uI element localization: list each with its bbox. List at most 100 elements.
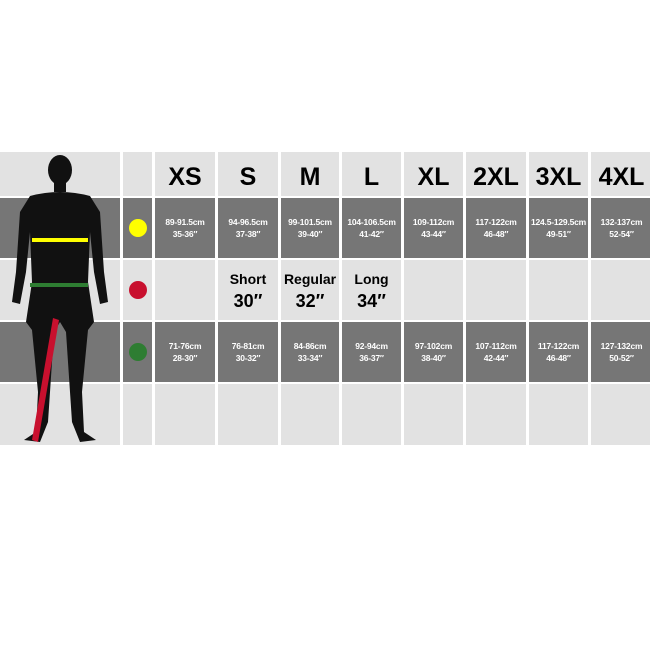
empty-cell [281, 384, 339, 445]
inside-leg-cell [404, 260, 463, 320]
body-silhouette-figure [12, 155, 108, 442]
waist-inches: 50-52″ [609, 353, 634, 363]
chest-cm: 99-101.5cm [288, 217, 332, 227]
figure-cell [0, 322, 120, 382]
waist-cell: 71-76cm 28-30″ [155, 322, 215, 382]
inside-leg-cell [155, 260, 215, 320]
size-header: XS [155, 152, 215, 196]
waist-cell: 127-132cm 50-52″ [591, 322, 650, 382]
waist-cm: 84-86cm [293, 341, 327, 351]
leg-label: Long [354, 271, 389, 287]
chest-cm: 104-106.5cm [347, 217, 396, 227]
inside-leg-cell: Short 30″ [218, 260, 278, 320]
waist-cm: 97-102cm [414, 341, 453, 351]
chest-inches: 41-42″ [359, 229, 384, 239]
chest-cell: 132-137cm 52-54″ [591, 198, 650, 258]
inside-leg-cell [591, 260, 650, 320]
waist-cell: 97-102cm 38-40″ [404, 322, 463, 382]
leg-dot-cell [123, 260, 152, 320]
empty-cell [591, 384, 650, 445]
waist-cell: 84-86cm 33-34″ [281, 322, 339, 382]
chest-dot-cell [123, 198, 152, 258]
waist-cm: 92-94cm [355, 341, 388, 351]
waist-inches: 33-34″ [297, 353, 323, 363]
leg-label: Short [229, 271, 267, 287]
chest-inches: 39-40″ [297, 229, 323, 239]
empty-cell [342, 384, 401, 445]
chest-cm: 117-122cm [475, 217, 517, 227]
waist-cell: 107-112cm 42-44″ [466, 322, 526, 382]
size-label: XS [168, 162, 202, 191]
chest-cell: 94-96.5cm 37-38″ [218, 198, 278, 258]
waist-cm: 76-81cm [231, 341, 265, 351]
empty-cell [155, 384, 215, 445]
size-label: 4XL [598, 162, 645, 191]
empty-cell [404, 384, 463, 445]
leg-value: 32″ [295, 291, 325, 311]
size-label: L [363, 162, 380, 191]
figure-cell [0, 384, 120, 445]
inside-leg-cell [466, 260, 526, 320]
waist-inches: 46-48″ [546, 353, 571, 363]
chest-cell: 104-106.5cm 41-42″ [342, 198, 401, 258]
waist-measure-line [30, 283, 88, 287]
chest-cell: 89-91.5cm 35-36″ [155, 198, 215, 258]
empty-cell [466, 384, 526, 445]
inside-leg-dot-icon [128, 281, 147, 299]
chest-cm: 94-96.5cm [228, 217, 268, 227]
waist-cm: 71-76cm [168, 341, 202, 351]
chest-cell: 99-101.5cm 39-40″ [281, 198, 339, 258]
inside-leg-cell: Long 34″ [342, 260, 401, 320]
size-header: M [281, 152, 339, 196]
waist-inches: 28-30″ [172, 353, 198, 363]
size-header: 4XL [591, 152, 650, 196]
waist-cell: 76-81cm 30-32″ [218, 322, 278, 382]
size-header: 2XL [466, 152, 526, 196]
chest-cell: 124.5-129.5cm 49-51″ [529, 198, 588, 258]
waist-cm: 107-112cm [475, 341, 517, 351]
chest-cm: 89-91.5cm [165, 217, 205, 227]
size-header: L [342, 152, 401, 196]
chest-inches: 35-36″ [172, 229, 198, 239]
inside-leg-cell: Regular 32″ [281, 260, 339, 320]
chest-cell: 117-122cm 46-48″ [466, 198, 526, 258]
waist-cm: 117-122cm [537, 341, 580, 351]
size-label: 3XL [535, 162, 582, 191]
waist-cm: 127-132cm [600, 341, 643, 351]
waist-dot-icon [128, 343, 147, 361]
waist-inches: 30-32″ [235, 353, 261, 363]
chest-inches: 43-44″ [421, 229, 446, 239]
size-label: M [299, 162, 321, 191]
size-label: XL [417, 162, 450, 191]
size-header: S [218, 152, 278, 196]
chest-inches: 37-38″ [235, 229, 261, 239]
chest-cell: 109-112cm 43-44″ [404, 198, 463, 258]
size-label: S [239, 162, 257, 191]
chest-cm: 132-137cm [600, 217, 643, 227]
leg-value: 34″ [357, 291, 386, 311]
chest-measure-line [32, 238, 88, 242]
inside-leg-cell [529, 260, 588, 320]
size-chart-table: XS 89-91.5cm 35-36″ 71-76cm 28-30″ S 94-96.5cm… [0, 152, 650, 445]
empty-cell [123, 384, 152, 445]
empty-cell [218, 384, 278, 445]
leg-label: Regular [283, 271, 337, 287]
chest-inches: 49-51″ [546, 229, 571, 239]
waist-cell: 92-94cm 36-37″ [342, 322, 401, 382]
waist-inches: 36-37″ [359, 353, 384, 363]
chest-inches: 52-54″ [609, 229, 634, 239]
chest-cm: 109-112cm [412, 217, 455, 227]
waist-cell: 117-122cm 46-48″ [529, 322, 588, 382]
inside-leg-measure-line [32, 318, 59, 442]
chest-inches: 46-48″ [483, 229, 509, 239]
header-blank [123, 152, 152, 196]
waist-inches: 42-44″ [483, 353, 509, 363]
size-header: 3XL [529, 152, 588, 196]
chest-cm: 124.5-129.5cm [530, 217, 587, 227]
chest-dot-icon [128, 219, 147, 237]
empty-cell [529, 384, 588, 445]
waist-inches: 38-40″ [421, 353, 446, 363]
leg-value: 30″ [233, 291, 263, 311]
waist-dot-cell [123, 322, 152, 382]
size-header: XL [404, 152, 463, 196]
